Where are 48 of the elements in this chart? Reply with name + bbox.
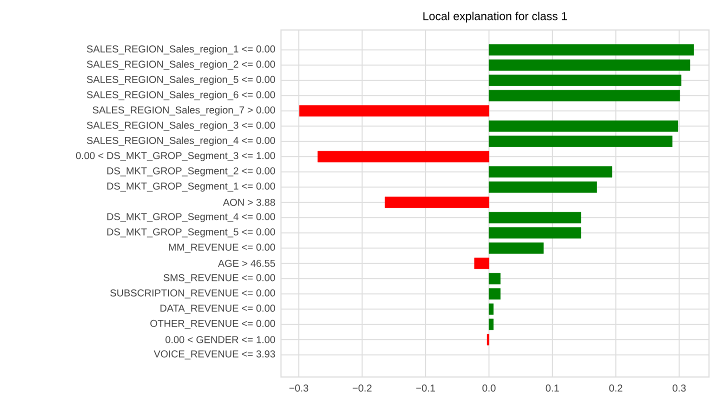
y-tick-label: OTHER_REVENUE <= 0.00 [150, 320, 276, 329]
bar [488, 120, 678, 132]
x-tick-label: 0.1 [546, 384, 559, 392]
bar [488, 288, 501, 300]
y-tick-label: DS_MKT_GROP_Segment_1 <= 0.00 [107, 182, 276, 192]
y-tick-label: AGE > 46.55 [218, 260, 276, 267]
bar [488, 212, 582, 224]
bar [488, 318, 494, 330]
bar [488, 181, 597, 193]
y-tick-label: 0.00 < DS_MKT_GROP_Segment_3 <= 1.00 [76, 152, 276, 162]
y-tick-label: SALES_REGION_Sales_region_5 <= 0.00 [86, 76, 276, 85]
chart-title: Local explanation for class 1 [423, 12, 567, 22]
y-tick-label: DS_MKT_GROP_Segment_4 <= 0.00 [107, 213, 276, 222]
y-tick-label: SALES_REGION_Sales_region_1 <= 0.00 [86, 45, 276, 54]
y-tick-label: SALES_REGION_Sales_region_6 <= 0.00 [86, 90, 276, 100]
bar [488, 136, 672, 147]
bar [488, 166, 612, 178]
y-tick-label: SALES_REGION_Sales_region_7 > 0.00 [92, 106, 276, 116]
x-tick-label: −0.3 [289, 384, 308, 392]
bar [318, 150, 490, 162]
bar [488, 242, 544, 254]
y-tick-label: SALES_REGION_Sales_region_4 <= 0.00 [86, 136, 276, 146]
x-tick-label: 0.2 [609, 384, 622, 392]
y-tick-label: DS_MKT_GROP_Segment_2 <= 0.00 [107, 167, 276, 176]
y-tick-label: SALES_REGION_Sales_region_2 <= 0.00 [86, 60, 276, 70]
bar [488, 90, 680, 102]
bar [488, 59, 690, 71]
x-tick-label: 0.0 [482, 384, 496, 392]
y-tick-label: SALES_REGION_Sales_region_3 <= 0.00 [86, 121, 276, 131]
y-tick-label: DS_MKT_GROP_Segment_5 <= 0.00 [107, 228, 276, 238]
y-tick-label: SUBSCRIPTION_REVENUE <= 0.00 [110, 289, 276, 298]
bar [488, 74, 682, 86]
bar [474, 258, 490, 270]
y-tick-label: DATA_REVENUE <= 0.00 [160, 304, 276, 314]
bar [488, 303, 494, 315]
y-tick-label: VOICE_REVENUE <= 3.93 [154, 350, 276, 360]
x-tick-label: −0.1 [416, 384, 435, 392]
bar [299, 105, 490, 116]
x-tick-label: −0.2 [352, 384, 372, 392]
bar [488, 272, 501, 284]
bar [384, 196, 490, 208]
y-tick-label: 0.00 < GENDER <= 1.00 [166, 336, 276, 344]
y-tick-label: AON > 3.88 [222, 198, 276, 206]
x-tick-label: 0.3 [672, 384, 686, 392]
bar [488, 44, 694, 56]
bar [488, 227, 582, 239]
y-tick-label: SMS_REVENUE <= 0.00 [164, 274, 276, 284]
y-tick-label: MM_REVENUE <= 0.00 [169, 244, 276, 253]
